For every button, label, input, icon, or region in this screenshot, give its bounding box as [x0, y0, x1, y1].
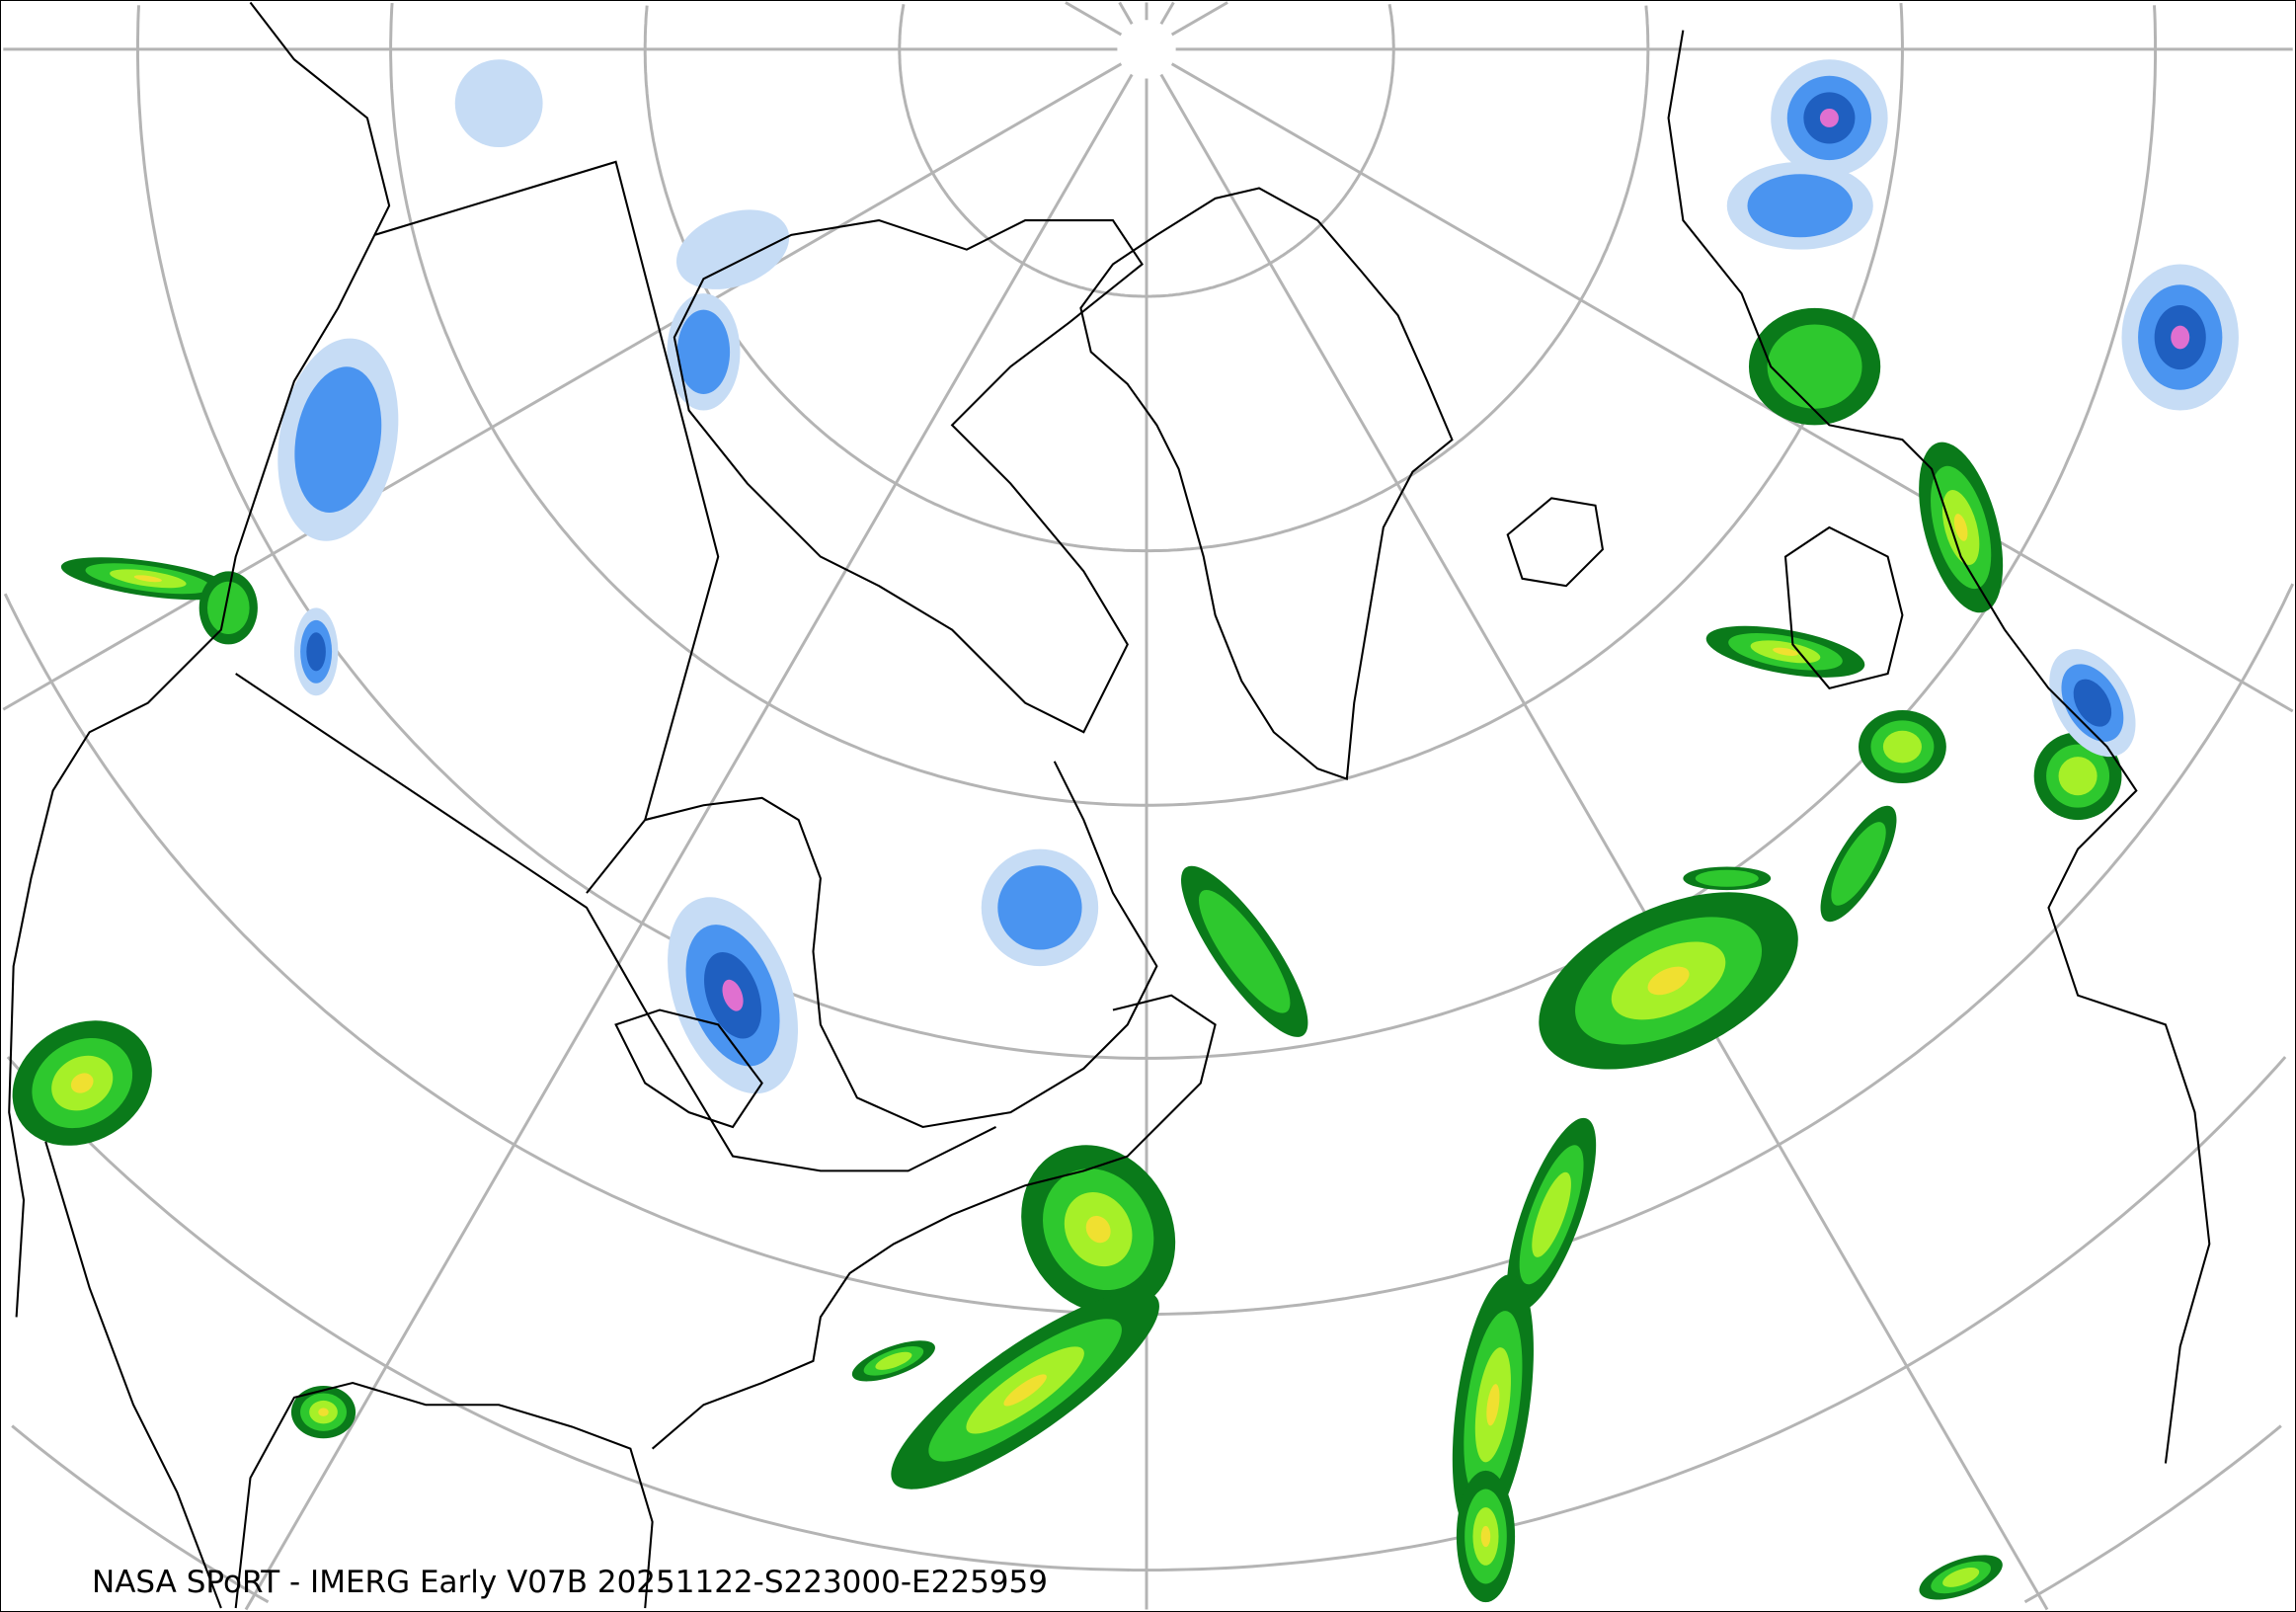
precipitation-cell	[675, 209, 790, 289]
latitude-circle	[11, 1424, 2282, 1604]
latitude-circle	[389, 2, 1904, 807]
precipitation-cell	[1486, 1384, 1500, 1426]
coastlines	[8, 1, 2211, 1609]
meridian-line	[1159, 1, 1175, 25]
latitude-circle	[898, 4, 1395, 298]
precipitation-cell	[2073, 679, 2112, 727]
precipitation-cell	[676, 309, 731, 394]
precipitation-cell	[1819, 108, 1839, 127]
precipitation-cell	[1831, 822, 1886, 906]
hudson-bay-coast	[644, 761, 1158, 1129]
latitude-circle	[136, 5, 2158, 1060]
precipitation-cell	[1480, 1525, 1491, 1548]
arctic-archipelago	[673, 219, 1144, 734]
map-caption: NASA SPoRT - IMERG Early V07B 20251122-S…	[92, 1565, 1048, 1600]
mexico-coast	[44, 1141, 222, 1609]
north-america-west-coast	[8, 1, 391, 1318]
precipitation-cell	[1773, 647, 1798, 656]
precipitation-cell	[1767, 324, 1862, 409]
meridian-line	[1170, 62, 2294, 713]
precipitation-cell	[1882, 730, 1922, 764]
precipitation-cell	[318, 1408, 329, 1416]
meridian-line	[1159, 73, 2049, 1611]
precipitation-cell	[133, 575, 162, 583]
iceland-coast	[1506, 497, 1605, 588]
meridian-line	[2, 62, 1123, 711]
precipitation-cell	[306, 632, 326, 672]
meridian-line	[1118, 1, 1134, 25]
meridian-line	[1170, 1, 1228, 37]
precipitation-cell	[997, 865, 1082, 950]
precipitation-cell	[294, 366, 382, 513]
precipitation-cell	[1085, 1215, 1111, 1244]
precipitation-cell	[2058, 757, 2098, 796]
precipitation-cell	[2171, 325, 2190, 350]
europe-coast	[1667, 30, 2211, 1464]
precipitation-cell	[1953, 514, 1968, 541]
precipitation-layer	[12, 59, 2239, 1603]
gulf-coast	[234, 1381, 654, 1609]
precipitation-cell	[206, 581, 250, 635]
precipitation-cell	[722, 979, 744, 1011]
precipitation-cell	[875, 1351, 912, 1370]
precipitation-cell	[1647, 966, 1690, 996]
precipitation-cell	[1747, 174, 1854, 238]
precipitation-cell	[1003, 1374, 1047, 1407]
canada-us-border	[235, 673, 996, 1172]
greenland-coast	[1079, 187, 1454, 781]
precipitation-cell	[1942, 1568, 1980, 1587]
precipitation-cell	[70, 1073, 94, 1093]
precipitation-cell	[454, 59, 543, 148]
great-lakes	[614, 1008, 763, 1129]
meridian-line	[244, 73, 1134, 1611]
uk-ireland-coast	[1783, 525, 1904, 689]
precipitation-cell	[1198, 889, 1291, 1013]
precipitation-cell	[1695, 869, 1759, 887]
us-east-coast	[651, 994, 1217, 1450]
alaska-canada-border	[374, 160, 720, 894]
precipitation-cell	[1532, 1171, 1571, 1257]
meridian-line	[1065, 1, 1123, 37]
